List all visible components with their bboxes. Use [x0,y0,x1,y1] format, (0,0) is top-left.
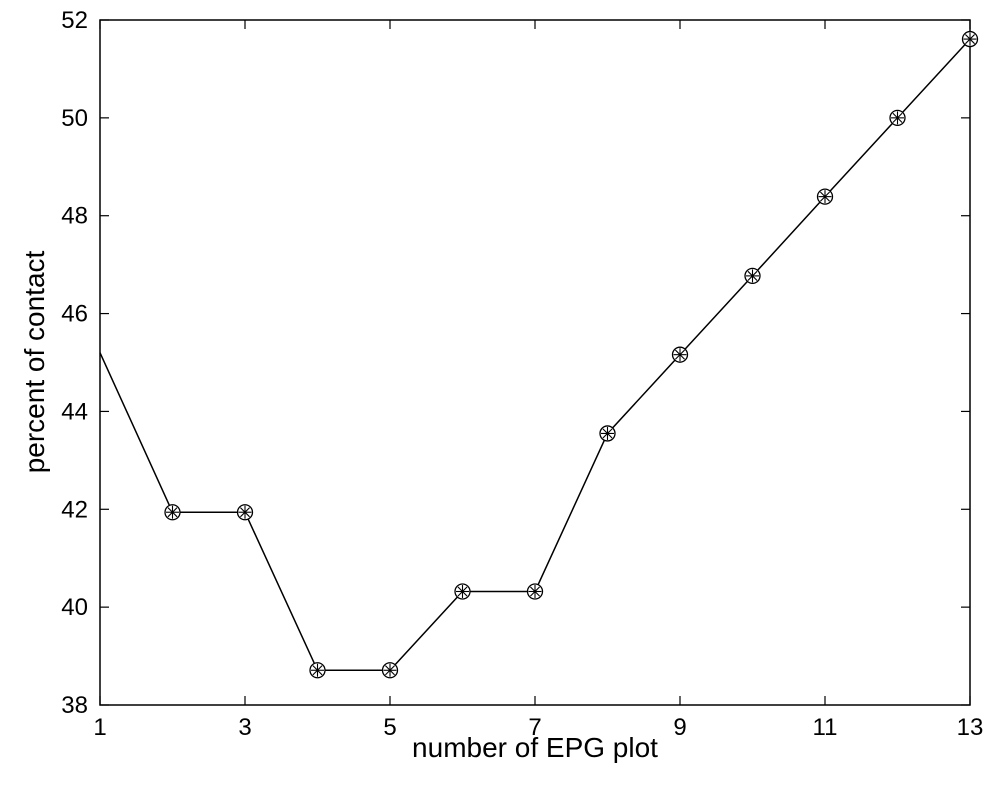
x-tick-label: 1 [93,714,106,741]
x-axis-label: number of EPG plot [412,732,658,763]
series-markers [164,30,979,679]
y-axis-ticks: 38 40 42 44 46 48 50 52 [61,7,970,719]
data-point [236,504,254,521]
x-tick-label: 11 [813,714,838,741]
y-tick-label: 46 [61,301,88,328]
y-tick-label: 42 [61,496,88,523]
data-point [381,662,399,679]
plot-area [99,19,971,706]
x-tick-label: 3 [238,714,251,741]
x-tick-label: 5 [383,714,396,741]
x-axis-ticks: 1 3 5 7 9 11 13 [93,20,983,741]
data-point [454,583,471,600]
x-tick-label: 7 [528,714,541,741]
y-tick-label: 40 [61,594,88,621]
data-point [744,267,761,285]
y-tick-label: 50 [61,105,88,132]
data-point [671,346,689,363]
x-tick-label: 13 [957,714,984,741]
data-point [816,188,834,205]
data-point [599,425,616,442]
x-tick-label: 9 [673,714,686,741]
y-axis-label: percent of contact [19,250,50,473]
data-point [164,504,181,521]
data-point [889,109,906,127]
data-point [526,583,544,600]
y-tick-label: 38 [61,692,88,719]
y-tick-label: 48 [61,203,88,230]
y-tick-label: 52 [61,7,88,34]
data-point [309,662,326,679]
y-tick-label: 44 [61,398,88,425]
data-point [961,30,979,48]
